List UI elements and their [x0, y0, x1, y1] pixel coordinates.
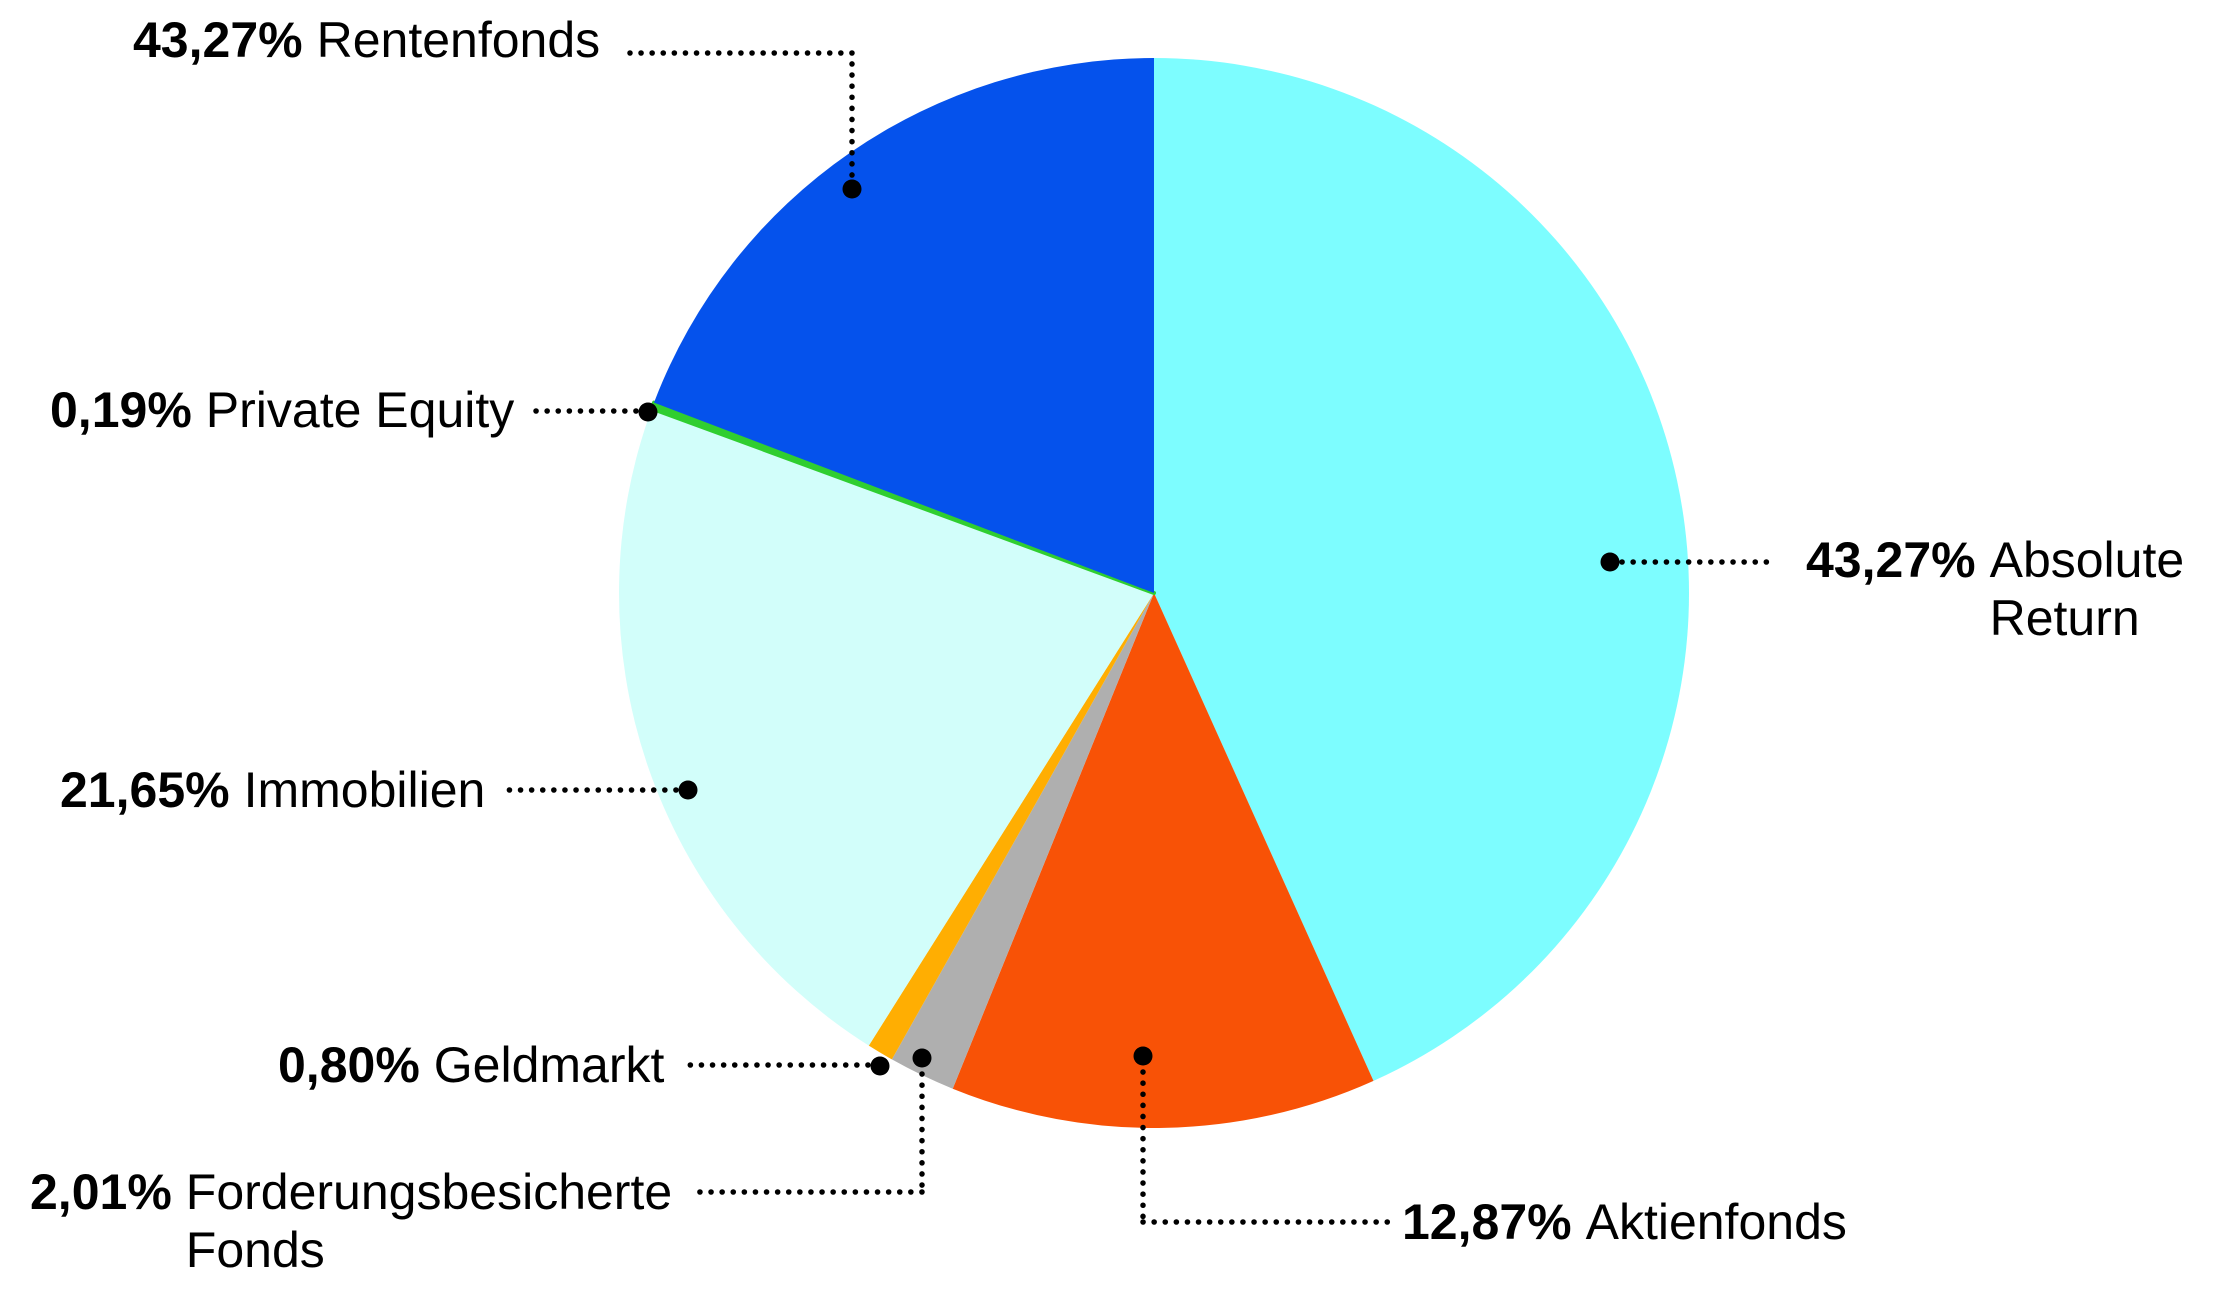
slice-name-forderungsbesicherte-fonds: Forderungsbesicherte Fonds	[185, 1164, 673, 1278]
slice-label-geldmarkt: 0,80% Geldmarkt	[278, 1036, 664, 1094]
pie-slice-forderungsbesicherte-fonds	[891, 593, 1154, 1089]
slice-name-absolute-return: Absolute Return	[1989, 532, 2185, 646]
leader-dot-geldmarkt	[870, 1056, 890, 1076]
leader-dot-rentenfonds	[842, 179, 862, 199]
slice-name-private-equity: Private Equity	[205, 382, 515, 438]
leader-dot-absolute-return	[1600, 552, 1620, 572]
slice-label-absolute-return: 43,27% Absolute Return	[1806, 531, 2205, 647]
slice-name-immobilien: Immobilien	[243, 762, 486, 818]
slice-label-forderungsbesicherte-fonds: 2,01% Forderungsbesicherte Fonds	[30, 1163, 706, 1279]
leader-dot-forderungsbesicherte-fonds	[912, 1048, 932, 1068]
slice-pct-aktienfonds: 12,87%	[1402, 1194, 1572, 1250]
leader-dot-immobilien	[678, 780, 698, 800]
pie-slice-rentenfonds	[654, 57, 1154, 593]
slice-name-geldmarkt: Geldmarkt	[433, 1037, 665, 1093]
slice-pct-private-equity: 0,19%	[50, 382, 192, 438]
slice-pct-rentenfonds: 43,27%	[133, 12, 303, 68]
slice-pct-absolute-return: 43,27%	[1806, 532, 1976, 588]
slice-name-aktienfonds: Aktienfonds	[1585, 1194, 1847, 1250]
slice-name-rentenfonds: Rentenfonds	[316, 12, 601, 68]
leader-dot-aktienfonds	[1133, 1046, 1153, 1066]
slice-label-immobilien: 21,65% Immobilien	[60, 761, 485, 819]
slice-label-aktienfonds: 12,87% Aktienfonds	[1402, 1193, 1847, 1251]
leader-dot-private-equity	[638, 402, 658, 422]
slice-label-rentenfonds: 43,27% Rentenfonds	[133, 11, 600, 69]
slice-label-private-equity: 0,19% Private Equity	[50, 381, 514, 439]
slice-pct-immobilien: 21,65%	[60, 762, 230, 818]
slice-pct-geldmarkt: 0,80%	[278, 1037, 420, 1093]
pie-slice-absolute-return	[1154, 58, 1690, 1081]
pie-slice-geldmarkt	[868, 593, 1154, 1060]
pie-slice-immobilien	[619, 408, 1154, 1046]
pie-slice-aktienfonds	[952, 593, 1374, 1129]
slice-pct-forderungsbesicherte-fonds: 2,01%	[30, 1164, 172, 1220]
